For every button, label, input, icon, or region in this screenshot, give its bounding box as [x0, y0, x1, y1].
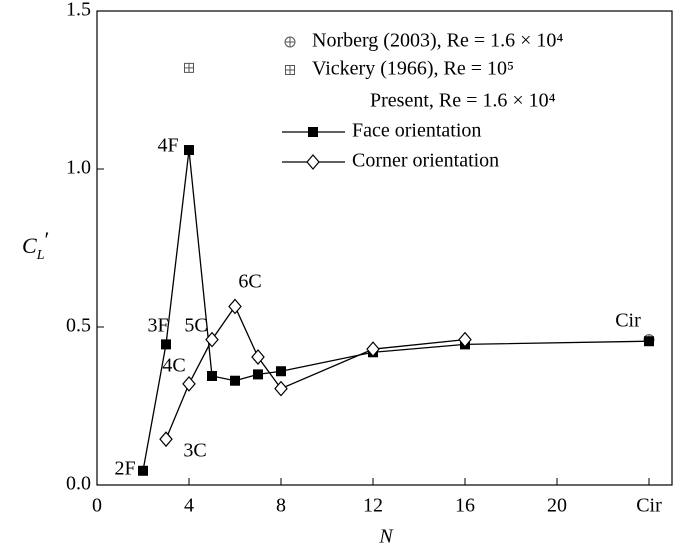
x-tick-label: 20 — [547, 495, 567, 517]
point-label: 2F — [114, 458, 135, 480]
data-point — [251, 349, 265, 365]
data-point — [366, 341, 380, 358]
x-tick-label: 0 — [92, 495, 102, 517]
x-tick-label: Cir — [636, 495, 662, 517]
legend-marker — [308, 127, 318, 137]
series-line — [142, 149, 650, 471]
plot-frame — [96, 10, 673, 486]
data-point — [458, 331, 472, 348]
y-tick-label: 0.5 — [66, 315, 91, 337]
data-point — [182, 375, 196, 392]
data-point — [207, 370, 217, 381]
legend-label: Face orientation — [352, 120, 481, 142]
x-tick-label: 16 — [455, 495, 475, 517]
data-point — [159, 431, 173, 448]
data-point — [205, 331, 219, 348]
data-point — [230, 375, 240, 386]
data-point — [276, 366, 286, 377]
data-point — [184, 62, 194, 73]
point-label: 6C — [238, 271, 261, 293]
y-tick-label: 0.0 — [66, 473, 91, 495]
data-point — [161, 339, 171, 350]
x-tick-label: 12 — [363, 495, 383, 517]
point-label: 4C — [162, 355, 185, 377]
legend-title: Present, Re = 1.6 × 10⁴ — [370, 90, 556, 112]
legend-marker — [284, 36, 296, 48]
y-tick-label: 1.0 — [66, 157, 91, 179]
data-point — [274, 380, 288, 397]
data-point — [644, 336, 654, 347]
point-label: Cir — [615, 310, 641, 332]
data-point — [138, 465, 148, 476]
legend-label: Vickery (1966), Re = 10⁵ — [312, 58, 514, 80]
y-label-main: C — [22, 233, 37, 258]
x-tick-label: 4 — [184, 495, 194, 517]
x-tick-label: 8 — [276, 495, 286, 517]
data-point — [228, 298, 242, 315]
legend-label: Norberg (2003), Re = 1.6 × 10⁴ — [312, 30, 563, 52]
data-point — [253, 369, 263, 380]
point-label: 3C — [183, 440, 206, 462]
point-label: 4F — [157, 135, 178, 157]
y-label-sub: L — [36, 248, 45, 263]
series-line — [165, 305, 466, 440]
legend-marker — [306, 154, 320, 170]
x-axis-label: N — [378, 526, 394, 548]
legend-marker — [285, 65, 295, 75]
data-point — [184, 145, 194, 156]
point-label: 5C — [184, 315, 207, 337]
point-label: 3F — [147, 315, 168, 337]
y-label-prime: ′ — [44, 227, 49, 252]
legend-label: Corner orientation — [352, 150, 499, 172]
y-tick-label: 1.5 — [66, 0, 91, 21]
y-axis-label: CL′ — [22, 227, 49, 263]
